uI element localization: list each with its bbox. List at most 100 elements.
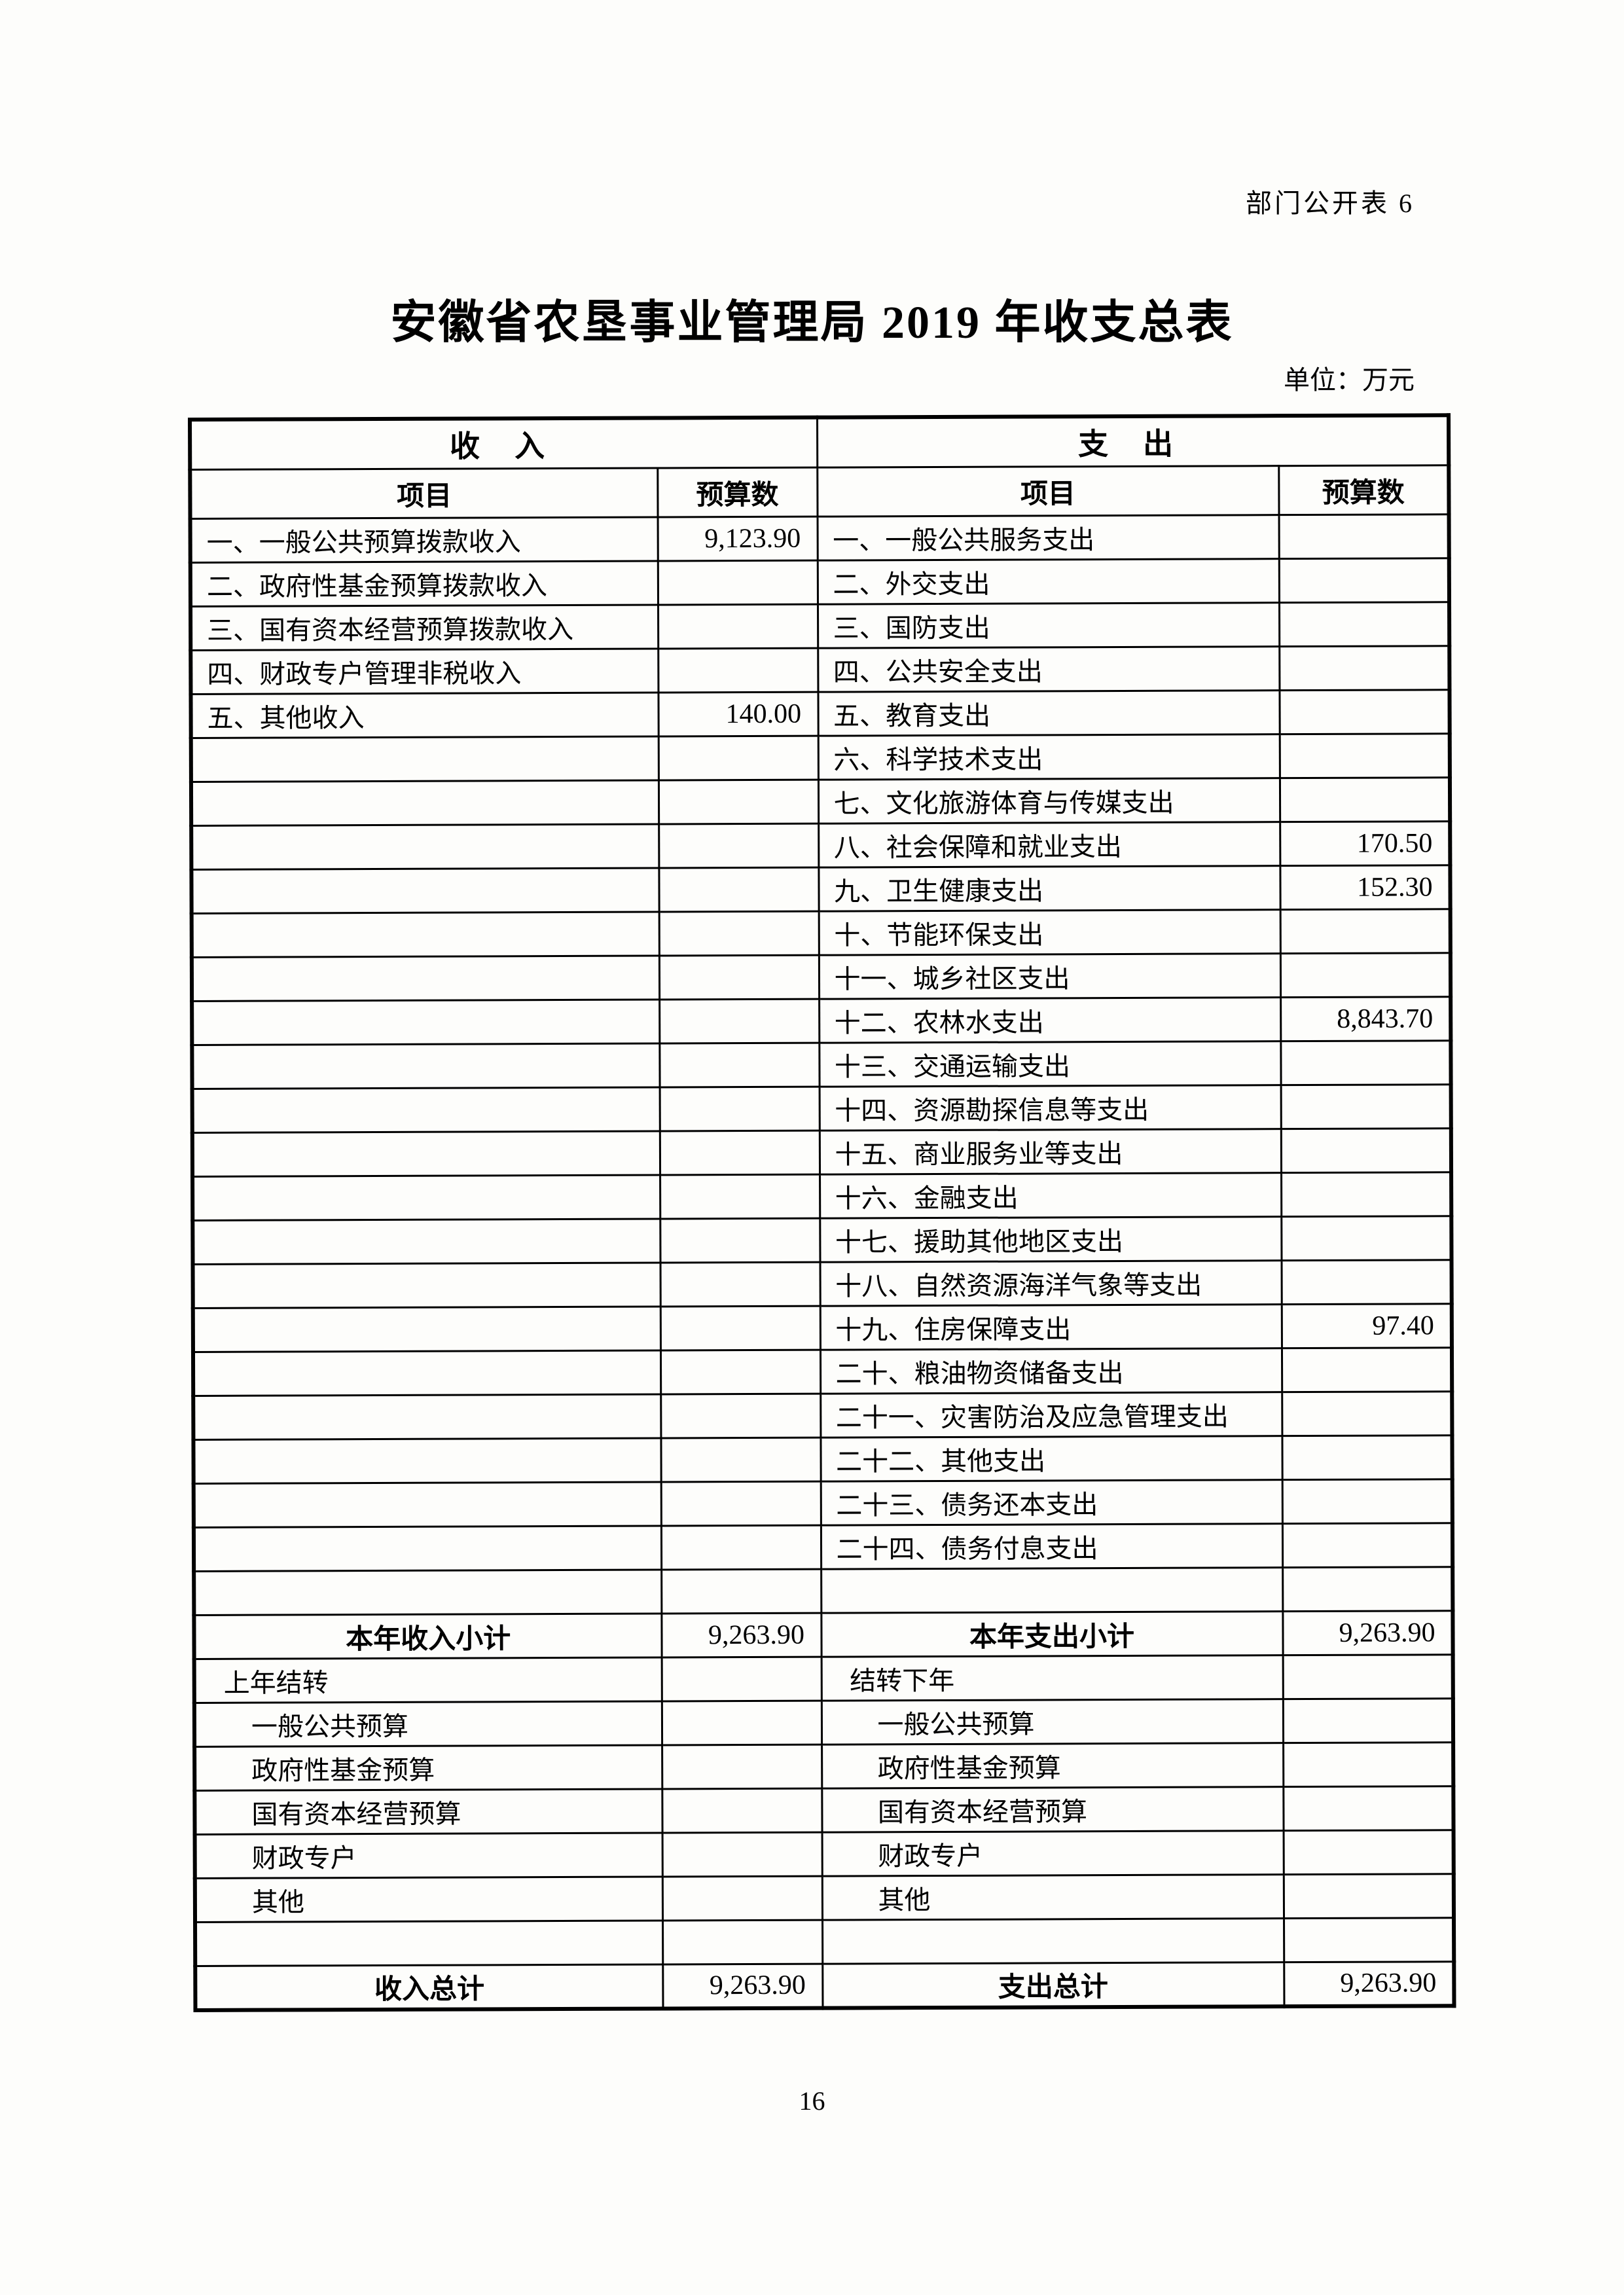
income-budget-cell: 9,123.90 [657, 516, 818, 561]
expense-item-cell: 国有资本经营预算 [821, 1786, 1284, 1833]
income-item-cell [193, 1481, 661, 1528]
table-row: 一、一般公共预算拨款收入 9,123.90 一、一般公共服务支出 [190, 514, 1449, 563]
expense-budget-cell: 9,263.90 [1282, 1610, 1453, 1655]
income-item-cell [195, 1920, 663, 1966]
expense-budget-cell [1283, 1786, 1454, 1831]
table-row: 五、其他收入 140.00 五、教育支出 [190, 689, 1450, 738]
income-budget-cell: 140.00 [658, 692, 818, 736]
table-header: 收 入 支 出 项目 预算数 项目 预算数 [190, 415, 1449, 519]
expense-item-cell: 政府性基金预算 [821, 1743, 1284, 1789]
income-budget-cell [660, 1437, 821, 1482]
income-item-cell [191, 911, 659, 958]
table-row: 二十、粮油物资储备支出 [192, 1347, 1453, 1396]
expense-item-cell: 八、社会保障和就业支出 [818, 822, 1280, 868]
income-item-column-header: 项目 [190, 467, 658, 519]
expense-item-cell: 财政专户 [821, 1830, 1284, 1877]
table-row: 其他 其他 [194, 1873, 1454, 1923]
expense-budget-cell [1283, 1830, 1454, 1875]
income-item-cell [192, 1130, 660, 1177]
income-item-cell [192, 1174, 660, 1221]
income-item-cell: 二、政府性基金预算拨款收入 [190, 560, 659, 607]
income-budget-cell [660, 1174, 820, 1219]
income-item-cell [194, 1569, 662, 1616]
expense-item-cell: 五、教育支出 [818, 690, 1280, 736]
table-row: 十、节能环保支出 [191, 909, 1451, 958]
expense-budget-cell: 8,843.70 [1280, 996, 1451, 1041]
table-row: 十一、城乡社区支出 [191, 952, 1451, 1002]
expense-budget-cell [1281, 1259, 1452, 1305]
table-row: 十六、金融支出 [192, 1172, 1452, 1221]
expense-item-cell: 二十四、债务付息支出 [820, 1523, 1283, 1570]
expense-item-cell: 十六、金融支出 [820, 1172, 1282, 1219]
income-item-cell [191, 823, 659, 870]
income-budget-cell [660, 1394, 821, 1438]
expense-item-cell: 十一、城乡社区支出 [818, 953, 1281, 1000]
expense-budget-cell [1279, 733, 1450, 778]
income-budget-cell [662, 1832, 822, 1877]
income-budget-cell [661, 1569, 821, 1614]
table-row: 二十一、灾害防治及应急管理支出 [193, 1391, 1453, 1440]
expense-item-cell: 十五、商业服务业等支出 [819, 1129, 1282, 1175]
income-budget-cell [662, 1788, 822, 1833]
expense-budget-cell [1279, 777, 1451, 822]
expense-budget-cell [1278, 514, 1449, 559]
income-item-cell [192, 1218, 660, 1265]
expense-item-column-header: 项目 [817, 465, 1279, 517]
table-row: 上年结转 结转下年 [194, 1654, 1453, 1703]
page-title: 安徽省农垦事业管理局 2019 年收支总表 [390, 298, 1234, 348]
income-budget-cell [660, 1350, 821, 1394]
expense-item-cell: 十八、自然资源海洋气象等支出 [820, 1260, 1282, 1307]
income-budget-cell [660, 1218, 820, 1263]
table-row: 七、文化旅游体育与传媒支出 [190, 777, 1451, 826]
expense-item-cell: 二十二、其他支出 [820, 1436, 1282, 1482]
table-row: 十九、住房保障支出 97.40 [192, 1303, 1453, 1352]
expense-budget-cell [1279, 645, 1450, 691]
income-budget-cell [658, 604, 818, 649]
income-budget-cell [659, 1087, 820, 1131]
expense-item-cell: 七、文化旅游体育与传媒支出 [818, 778, 1280, 824]
income-item-cell [192, 1043, 660, 1089]
expense-budget-cell [1282, 1391, 1453, 1436]
income-budget-cell [658, 780, 819, 824]
income-section-header: 收 入 [190, 417, 818, 470]
income-item-cell [191, 867, 659, 914]
expense-item-cell: 二十三、债务还本支出 [820, 1479, 1282, 1526]
table-row: 十四、资源勘探信息等支出 [192, 1084, 1451, 1133]
expense-item-cell: 十九、住房保障支出 [820, 1304, 1282, 1350]
expense-budget-cell [1282, 1523, 1453, 1568]
table-row: 十七、援助其他地区支出 [192, 1216, 1452, 1265]
expense-item-cell: 六、科学技术支出 [818, 734, 1280, 780]
income-budget-cell [659, 867, 819, 912]
expense-budget-cell [1282, 1479, 1453, 1524]
expense-item-cell [821, 1567, 1283, 1614]
income-item-cell [193, 1437, 661, 1484]
expense-item-cell: 三、国防支出 [818, 602, 1280, 649]
income-budget-cell [660, 1262, 820, 1307]
table-row: 财政专户 财政专户 [194, 1830, 1454, 1879]
table-row: 二十四、债务付息支出 [193, 1523, 1453, 1572]
income-budget-cell [659, 955, 820, 1000]
income-item-cell: 上年结转 [194, 1657, 662, 1703]
expense-item-cell: 十、节能环保支出 [818, 909, 1280, 956]
table-row: 二十三、债务还本支出 [193, 1479, 1453, 1528]
expense-budget-cell [1280, 1084, 1451, 1129]
table-row: 十八、自然资源海洋气象等支出 [192, 1259, 1452, 1309]
expense-budget-cell [1281, 1172, 1452, 1217]
expense-budget-cell [1281, 1347, 1453, 1392]
table-row: 本年收入小计 9,263.90 本年支出小计 9,263.90 [194, 1610, 1453, 1659]
income-item-cell [192, 1262, 660, 1309]
income-item-cell: 本年收入小计 [194, 1613, 662, 1659]
income-item-cell [193, 1394, 661, 1440]
expense-budget-cell [1283, 1742, 1454, 1787]
budget-table: 收 入 支 出 项目 预算数 项目 预算数 一、一般公共预算拨款收入 9,123.… [188, 413, 1456, 2012]
expense-item-cell: 十七、援助其他地区支出 [820, 1216, 1282, 1263]
expense-item-cell: 一般公共预算 [821, 1699, 1284, 1745]
income-budget-cell [659, 999, 820, 1043]
expense-budget-cell [1282, 1435, 1453, 1480]
expense-budget-cell [1284, 1917, 1454, 1962]
income-budget-cell: 9,263.90 [662, 1964, 823, 2008]
table-row: 二十二、其他支出 [193, 1435, 1453, 1484]
expense-budget-cell [1280, 1128, 1452, 1173]
table-row [195, 1917, 1454, 1966]
income-budget-cell [660, 1306, 820, 1350]
